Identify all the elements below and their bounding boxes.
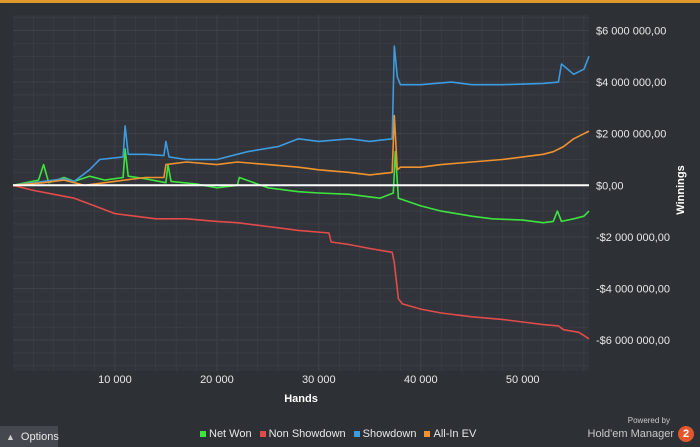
options-label: Options <box>20 430 59 443</box>
y-tick-label: -$6 000 000,00 <box>596 335 670 347</box>
legend-label-non-showdown: Non Showdown <box>268 428 346 440</box>
x-axis-title: Hands <box>284 393 318 405</box>
legend-swatch-non-showdown <box>259 431 266 437</box>
powered-by-text: Powered by <box>627 416 670 425</box>
y-tick-label: -$4 000 000,00 <box>596 283 670 295</box>
x-tick-label: 30 000 <box>302 374 336 386</box>
chart-legend: Net Won Non Showdown Showdown All-In EV <box>200 428 476 440</box>
series-line-net-won[interactable] <box>12 148 590 224</box>
y-axis-title: Winnings <box>675 165 687 214</box>
legend-item-non-showdown[interactable]: Non Showdown <box>259 428 346 440</box>
y-tick-label: $4 000 000,00 <box>596 77 666 89</box>
x-tick-label: 50 000 <box>506 374 540 386</box>
branding: Powered by Hold'em Manager 2 <box>588 416 694 442</box>
top-accent-bar <box>0 0 700 3</box>
chevron-up-icon: ▲ <box>6 431 15 442</box>
legend-item-net-won[interactable]: Net Won <box>200 428 252 440</box>
y-tick-label: $2 000 000,00 <box>596 129 666 141</box>
legend-item-showdown[interactable]: Showdown <box>353 428 417 440</box>
legend-swatch-net-won <box>200 431 206 437</box>
legend-label-net-won: Net Won <box>209 428 252 440</box>
legend-swatch-all-in-ev <box>424 431 431 437</box>
y-tick-label: -$2 000 000,00 <box>596 232 670 244</box>
grid-lines <box>13 15 589 371</box>
axis-labels: 10 000 20 000 30 000 40 000 50 000 $6 000 000… <box>98 25 670 386</box>
series-line-showdown[interactable] <box>12 45 590 187</box>
y-tick-label: $0,00 <box>596 180 624 192</box>
series-line-non-showdown[interactable] <box>12 184 590 340</box>
y-tick-label: $6 000 000,00 <box>596 25 666 37</box>
series-lines <box>12 45 590 340</box>
plot-area <box>13 15 589 371</box>
options-button[interactable]: ▲ Options <box>0 426 59 447</box>
holdem-manager-logo-icon: 2 <box>678 426 694 442</box>
legend-item-all-in-ev[interactable]: All-In EV <box>424 428 476 440</box>
x-tick-label: 40 000 <box>404 374 438 386</box>
series-line-all-in-ev[interactable] <box>12 114 590 187</box>
legend-label-all-in-ev: All-In EV <box>433 428 477 440</box>
x-tick-label: 10 000 <box>98 374 132 386</box>
brand-name: Hold'em Manager <box>587 428 674 440</box>
x-tick-label: 20 000 <box>200 374 234 386</box>
legend-label-showdown: Showdown <box>362 428 417 440</box>
legend-swatch-showdown <box>353 431 360 437</box>
